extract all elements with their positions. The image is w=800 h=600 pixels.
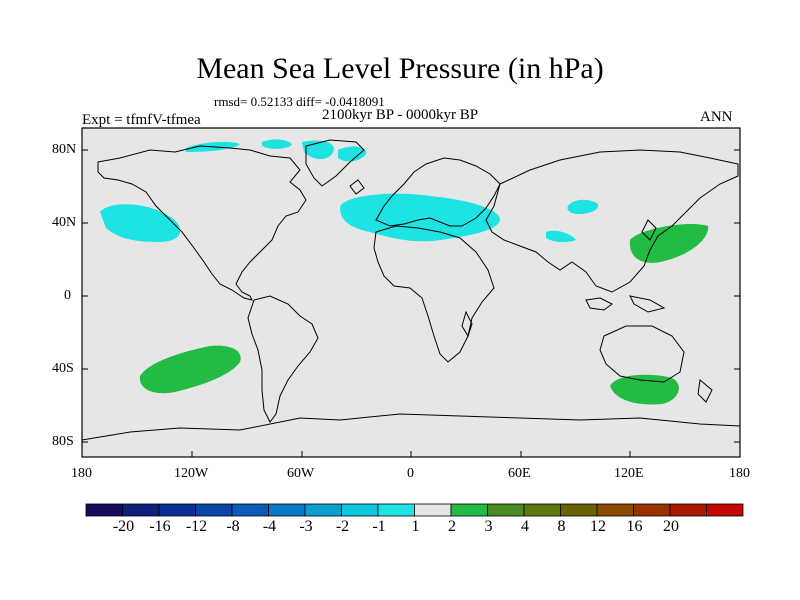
map-background: [82, 128, 740, 457]
map-title: Mean Sea Level Pressure (in hPa): [196, 52, 604, 85]
colorbar-label: -3: [299, 518, 313, 535]
lon-label: 60W: [287, 466, 315, 481]
colorbar-swatch: [231, 503, 269, 517]
colorbar-label: 1: [411, 518, 420, 535]
anomaly-blob-central-asia: [567, 199, 599, 214]
period-label: 2100kyr BP - 0000kyr BP: [322, 107, 479, 123]
lon-label: 180: [71, 466, 92, 481]
colorbar-swatch: [304, 503, 342, 517]
colorbar-label: 3: [484, 518, 493, 535]
lat-label: 80N: [52, 142, 77, 157]
lon-label: 180: [729, 466, 750, 481]
lon-label: 0: [407, 466, 414, 481]
colorbar-swatch: [268, 503, 306, 517]
coast-antarctica: [81, 413, 741, 441]
map-ticks: [82, 149, 740, 457]
anomaly-blob-spacific: [139, 345, 241, 394]
colorbar-label: 20: [663, 518, 679, 535]
colorbar-label: 16: [626, 518, 643, 535]
colorbar-swatch: [706, 503, 744, 517]
colorbar-swatch: [450, 503, 488, 517]
negative-anomaly-regions: [100, 139, 599, 243]
colorbar: [85, 503, 744, 517]
lat-label: 40N: [52, 215, 77, 230]
lon-label: 120W: [174, 466, 209, 481]
coast-north-america: [97, 145, 307, 301]
colorbar-swatch: [633, 503, 671, 517]
lon-label: 120E: [614, 466, 644, 481]
colorbar-swatch: [487, 503, 525, 517]
colorbar-swatch: [414, 503, 452, 517]
colorbar-label: -4: [262, 518, 277, 535]
colorbar-swatch: [195, 503, 233, 517]
colorbar-swatch: [122, 503, 160, 517]
colorbar-label: -2: [335, 518, 350, 535]
lat-label: 80S: [52, 434, 74, 449]
colorbar-label: 12: [590, 518, 606, 535]
coast-british-isles: [349, 179, 365, 195]
coast-south-america: [247, 295, 319, 423]
anomaly-blob-arctic-3: [338, 146, 367, 162]
anomaly-blob-npacific: [100, 204, 181, 242]
coast-japan: [641, 219, 657, 241]
colorbar-label: -8: [226, 518, 240, 535]
coast-new-guinea: [629, 295, 666, 313]
colorbar-label: -1: [372, 518, 386, 535]
colorbar-label: 2: [448, 518, 456, 535]
positive-anomaly-regions: [139, 223, 709, 405]
season-label: ANN: [700, 109, 733, 125]
colorbar-label: -16: [149, 518, 171, 535]
stats-line: rmsd= 0.52133 diff= -0.0418091: [214, 94, 385, 109]
coastlines: [81, 139, 741, 441]
colorbar-swatch: [377, 503, 415, 517]
colorbar-label: 4: [521, 518, 529, 535]
coast-africa: [373, 225, 495, 363]
experiment-label: Expt = tfmfV-tfmea: [82, 112, 201, 128]
coast-borneo: [585, 297, 613, 311]
coast-europe: [375, 157, 501, 227]
lat-label: 40S: [52, 361, 74, 376]
colorbar-swatch: [560, 503, 598, 517]
anomaly-blob-arctic-2: [262, 139, 292, 149]
colorbar-swatch: [669, 503, 707, 517]
coast-asia: [485, 149, 739, 293]
anomaly-blob-tibet: [546, 230, 576, 243]
coast-madagascar: [461, 310, 473, 338]
coast-new-zealand: [697, 379, 713, 403]
colorbar-swatch: [523, 503, 561, 517]
colorbar-label: -20: [112, 518, 135, 535]
colorbar-label: -12: [185, 518, 208, 535]
coast-australia: [599, 325, 685, 383]
coast-greenland: [305, 139, 365, 187]
colorbar-swatch: [341, 503, 379, 517]
colorbar-swatch: [596, 503, 634, 517]
colorbar-swatch: [85, 503, 123, 517]
colorbar-swatch: [158, 503, 196, 517]
colorbar-label: 8: [557, 518, 566, 535]
anomaly-blob-npacific-east: [629, 223, 709, 263]
lat-label: 0: [64, 288, 71, 303]
lon-label: 60E: [508, 466, 531, 481]
anomaly-blob-europe: [340, 193, 501, 242]
